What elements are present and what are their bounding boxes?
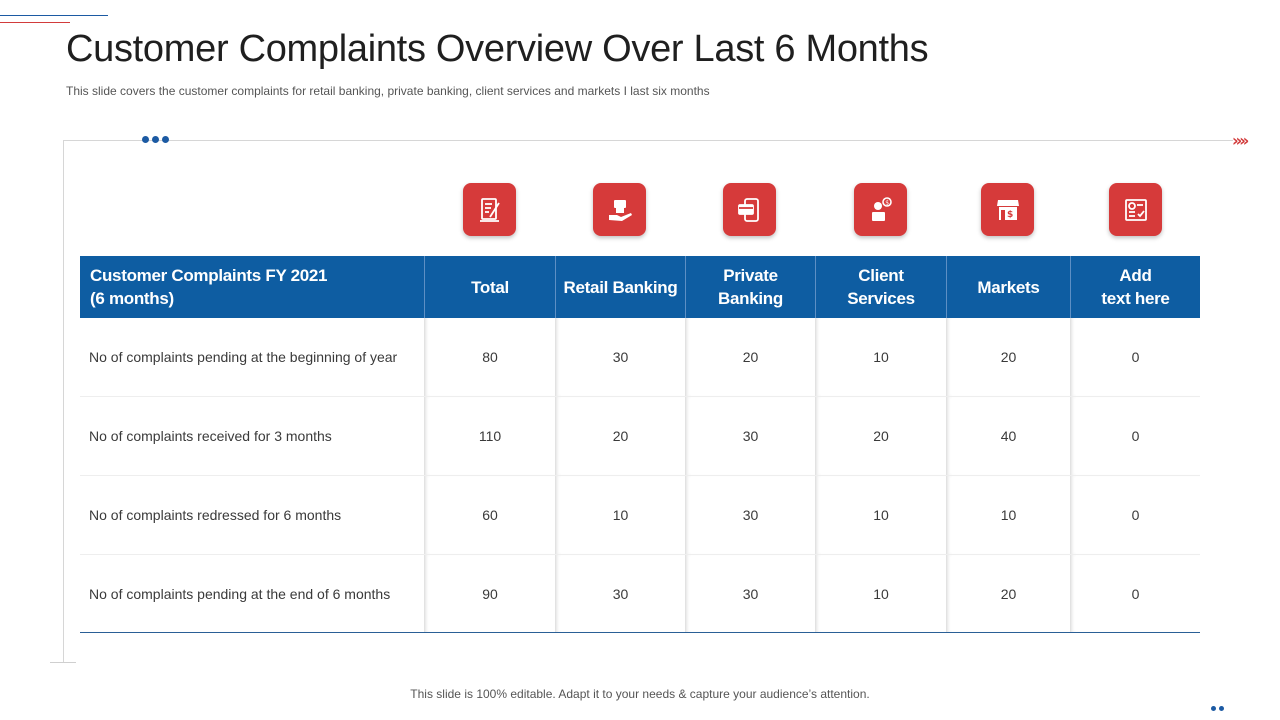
frame-line-foot (50, 662, 76, 663)
cell-add-text: 0 (1070, 555, 1200, 632)
cell-private-banking: 30 (685, 397, 815, 475)
header-total: Total (424, 256, 555, 318)
accent-line-blue (0, 15, 108, 16)
slide-subtitle: This slide covers the customer complaint… (66, 84, 710, 98)
table-header: Customer Complaints FY 2021 (6 months) T… (80, 256, 1200, 318)
header-client-services: Client Services (815, 256, 946, 318)
cell-private-banking: 30 (685, 476, 815, 554)
cell-markets: 40 (946, 397, 1070, 475)
cell-add-text: 0 (1070, 476, 1200, 554)
header-complaints-fy: Customer Complaints FY 2021 (6 months) (90, 266, 328, 308)
cell-retail-banking: 30 (555, 555, 685, 632)
header-add-text: Add text here (1070, 256, 1200, 318)
accent-line-red (0, 22, 70, 23)
header-private-banking: Private Banking (685, 256, 815, 318)
table-row: No of complaints received for 3 months 1… (80, 397, 1200, 476)
cell-client-services: 10 (815, 476, 946, 554)
slide-title: Customer Complaints Overview Over Last 6… (66, 28, 929, 70)
cell-markets: 10 (946, 476, 1070, 554)
row-label: No of complaints redressed for 6 months (89, 507, 342, 523)
row-label: No of complaints pending at the beginnin… (89, 349, 398, 365)
document-pen-icon (463, 183, 516, 236)
table-row: No of complaints pending at the beginnin… (80, 318, 1200, 397)
cell-private-banking: 20 (685, 318, 815, 396)
cell-markets: 20 (946, 555, 1070, 632)
cell-total: 90 (424, 555, 555, 632)
cell-client-services: 10 (815, 555, 946, 632)
complaints-table: Customer Complaints FY 2021 (6 months) T… (80, 256, 1200, 633)
svg-text:$: $ (885, 199, 889, 206)
cell-total: 80 (424, 318, 555, 396)
support-agent-icon: $ (854, 183, 907, 236)
cell-retail-banking: 10 (555, 476, 685, 554)
cell-private-banking: 30 (685, 555, 815, 632)
cell-retail-banking: 20 (555, 397, 685, 475)
header-retail-banking: Retail Banking (555, 256, 685, 318)
cell-total: 60 (424, 476, 555, 554)
card-phone-icon (723, 183, 776, 236)
header-markets: Markets (946, 256, 1070, 318)
cell-client-services: 10 (815, 318, 946, 396)
chevrons-right-icon: ›››› (1232, 131, 1249, 150)
hand-money-icon (593, 183, 646, 236)
svg-text:$: $ (1007, 210, 1013, 220)
cell-client-services: 20 (815, 397, 946, 475)
row-label: No of complaints received for 3 months (89, 428, 332, 444)
frame-line-left (63, 140, 64, 662)
cell-markets: 20 (946, 318, 1070, 396)
table-row: No of complaints redressed for 6 months … (80, 476, 1200, 555)
store-dollar-icon: $ (981, 183, 1034, 236)
table-row: No of complaints pending at the end of 6… (80, 555, 1200, 633)
cell-retail-banking: 30 (555, 318, 685, 396)
decorative-dots-icon (142, 136, 169, 143)
cell-total: 110 (424, 397, 555, 475)
row-label: No of complaints pending at the end of 6… (89, 585, 391, 602)
decorative-dots-icon (1211, 706, 1224, 711)
cell-add-text: 0 (1070, 397, 1200, 475)
cell-add-text: 0 (1070, 318, 1200, 396)
frame-line-top (63, 140, 1233, 141)
footer-note: This slide is 100% editable. Adapt it to… (410, 687, 870, 701)
report-check-icon (1109, 183, 1162, 236)
